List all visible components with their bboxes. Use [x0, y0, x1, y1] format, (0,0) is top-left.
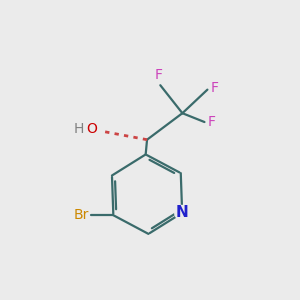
Text: H: H — [74, 122, 84, 136]
Text: N: N — [176, 205, 188, 220]
Text: F: F — [211, 81, 219, 95]
Text: F: F — [155, 68, 163, 82]
Text: F: F — [208, 115, 216, 129]
Circle shape — [175, 206, 190, 220]
Text: Br: Br — [74, 208, 89, 222]
Text: O: O — [86, 122, 97, 136]
